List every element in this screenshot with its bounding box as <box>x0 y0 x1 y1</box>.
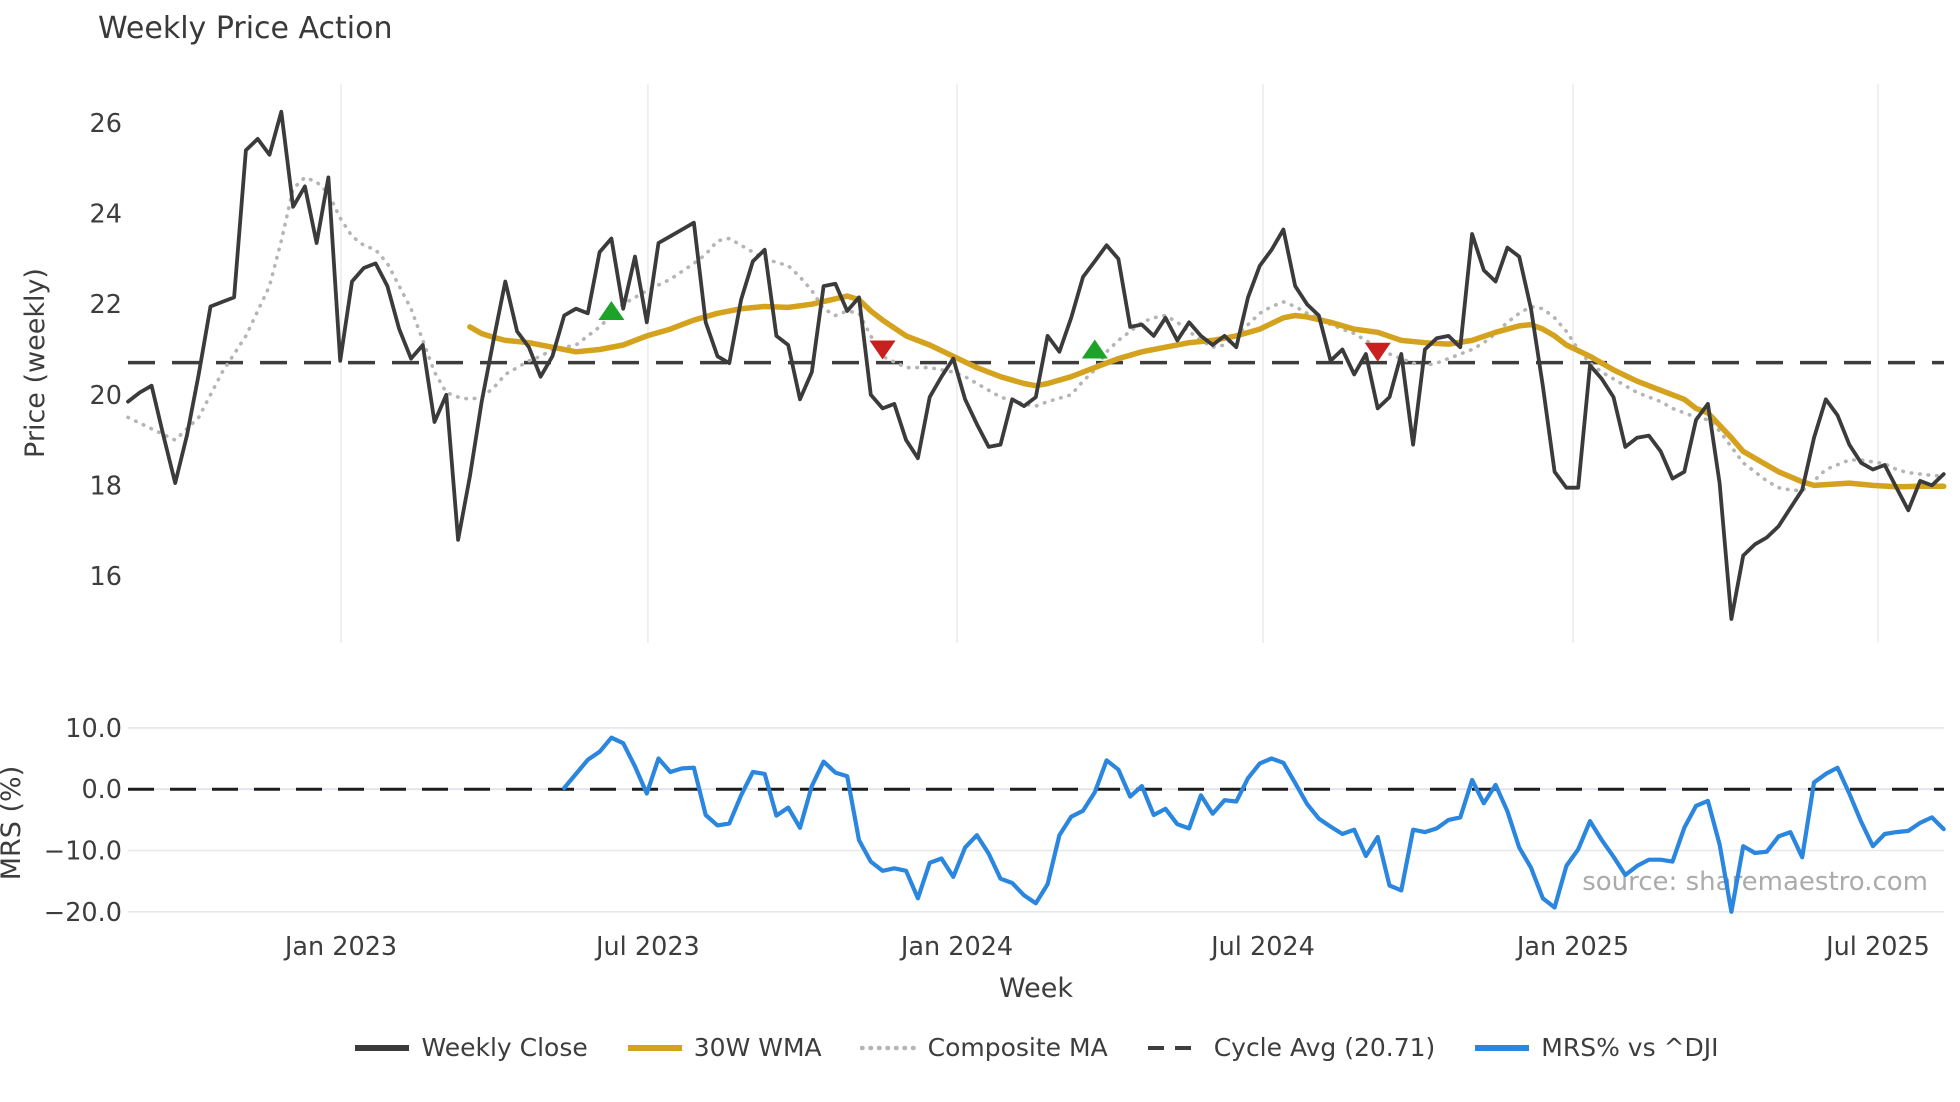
x-axis-label: Week <box>999 973 1073 1004</box>
legend-item-cycle-avg-20-71-: Cycle Avg (20.71) <box>1146 1033 1436 1062</box>
sell-marker <box>1364 342 1391 362</box>
buy-marker <box>1081 339 1108 359</box>
mrs-ytick: −10.0 <box>44 837 122 867</box>
x-tick: Jan 2023 <box>283 932 397 962</box>
x-tick: Jul 2025 <box>1824 932 1930 962</box>
price-ytick: 22 <box>90 290 122 320</box>
legend-item-weekly-close: Weekly Close <box>353 1033 588 1062</box>
legend-label: MRS% vs ^DJI <box>1541 1033 1719 1062</box>
series-mrs <box>562 735 1946 914</box>
legend-label: Composite MA <box>927 1033 1108 1062</box>
x-tick: Jan 2025 <box>1515 932 1629 962</box>
legend-swatch-icon <box>1475 1044 1530 1051</box>
x-tick: Jul 2023 <box>594 932 700 962</box>
mrs-ytick: 10.0 <box>65 714 122 744</box>
legend-swatch-icon <box>355 1044 410 1051</box>
legend: Weekly Close 30W WMA Composite MA Cycle Avg… <box>128 1033 1944 1062</box>
mrs-ytick: −20.0 <box>44 898 122 928</box>
gridlines <box>128 84 1944 913</box>
chart-title: Weekly Price Action <box>98 11 393 46</box>
price-ytick: 20 <box>90 381 122 411</box>
price-ytick: 16 <box>90 562 122 592</box>
legend-item-mrs-vs-dji: MRS% vs ^DJI <box>1473 1033 1719 1062</box>
buy-marker <box>598 300 625 320</box>
signal-markers <box>598 300 1391 362</box>
legend-label: 30W WMA <box>693 1033 822 1062</box>
legend-label: Cycle Avg (20.71) <box>1213 1033 1436 1062</box>
mrs-axis-label: MRS (%) <box>0 766 27 881</box>
legend-swatch-icon <box>1147 1045 1202 1050</box>
legend-swatch-icon <box>859 1045 918 1050</box>
axis-tick-labels: 26 24 22 20 18 16 10.0 0.0 −10.0 −20.0 Jan 2023 Jul… <box>44 109 1930 962</box>
legend-label: Weekly Close <box>421 1033 588 1062</box>
legend-item-composite-ma: Composite MA <box>859 1033 1108 1062</box>
watermark-group: source: sharemaestro.com <box>1582 867 1928 897</box>
mrs-ytick: 0.0 <box>81 775 122 805</box>
price-ytick: 26 <box>90 109 122 139</box>
legend-item-30w-wma: 30W WMA <box>626 1033 822 1062</box>
x-tick: Jan 2024 <box>899 932 1013 962</box>
price-axis-label: Price (weekly) <box>20 268 51 458</box>
price-ytick: 24 <box>90 200 122 230</box>
source-watermark: source: sharemaestro.com <box>1582 867 1928 897</box>
series-weekly-close <box>126 109 1946 621</box>
series-30w-wma <box>467 293 1947 490</box>
series-composite-ma <box>126 175 1946 493</box>
series-lines <box>126 109 1947 914</box>
sell-marker <box>869 340 896 360</box>
x-tick: Jul 2024 <box>1209 932 1315 962</box>
legend-swatch-icon <box>627 1044 682 1051</box>
price-ytick: 18 <box>90 471 122 501</box>
